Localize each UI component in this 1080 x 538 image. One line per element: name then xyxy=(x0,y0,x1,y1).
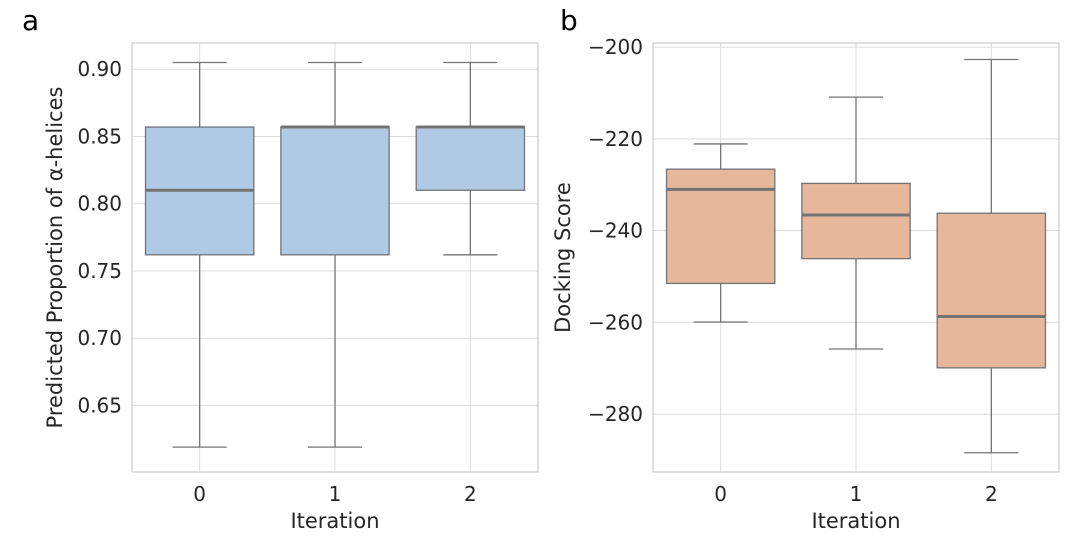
x-tick-label: 1 xyxy=(329,482,342,506)
y-tick-label: 0.90 xyxy=(77,57,122,81)
panel-a-y-ticks: 0.65 0.70 0.75 0.80 0.85 0.90 xyxy=(77,57,122,417)
y-tick-label: 0.85 xyxy=(77,124,122,148)
panel-b-boxes xyxy=(665,58,1047,454)
y-tick-label: −220 xyxy=(588,127,643,151)
panel-a-x-ticks: 0 1 2 xyxy=(193,482,476,506)
a-box-iteration-2 xyxy=(415,61,526,256)
x-tick-label: 2 xyxy=(985,482,998,506)
b-box-iteration-2 xyxy=(936,58,1047,454)
iqr-box xyxy=(936,212,1047,369)
a-box-iteration-0 xyxy=(144,61,255,448)
panel-a-y-axis-label: Predicted Proportion of α-helices xyxy=(43,87,67,429)
panel-a-boxes xyxy=(144,61,526,448)
iqr-box xyxy=(280,126,390,256)
y-tick-label: −200 xyxy=(588,35,643,59)
x-tick-label: 1 xyxy=(850,482,863,506)
x-tick-label: 2 xyxy=(464,482,477,506)
panel-b-y-ticks: −280 −260 −240 −220 −200 xyxy=(588,35,643,426)
y-tick-label: 0.65 xyxy=(77,393,122,417)
panel-b-chart: −280 −260 −240 −220 −200 0 1 2 Iteration Docki… xyxy=(551,35,1060,533)
y-tick-label: −280 xyxy=(588,402,643,426)
panel-a-axes-frame xyxy=(131,42,539,473)
x-tick-label: 0 xyxy=(193,482,206,506)
panel-b-letter: b xyxy=(560,4,578,37)
panel-b-x-ticks: 0 1 2 xyxy=(714,482,997,506)
y-tick-label: 0.80 xyxy=(77,192,122,216)
panel-b-axes-frame xyxy=(652,42,1060,473)
panel-a-chart: 0.65 0.70 0.75 0.80 0.85 0.90 0 1 2 Iteration P… xyxy=(43,42,539,533)
x-tick-label: 0 xyxy=(714,482,727,506)
y-tick-label: −240 xyxy=(588,219,643,243)
y-tick-label: 0.70 xyxy=(77,326,122,350)
iqr-box xyxy=(665,168,776,285)
panel-b-x-axis-label: Iteration xyxy=(811,509,900,533)
iqr-box xyxy=(801,182,911,260)
b-box-iteration-1 xyxy=(801,96,911,350)
a-box-iteration-1 xyxy=(280,61,390,448)
iqr-box xyxy=(415,126,526,191)
panel-a-x-axis-label: Iteration xyxy=(290,509,379,533)
y-tick-label: −260 xyxy=(588,310,643,334)
b-box-iteration-0 xyxy=(665,143,776,323)
panel-b-y-axis-label: Docking Score xyxy=(551,182,575,333)
y-tick-label: 0.75 xyxy=(77,259,122,283)
panel-a-letter: a xyxy=(22,4,39,37)
